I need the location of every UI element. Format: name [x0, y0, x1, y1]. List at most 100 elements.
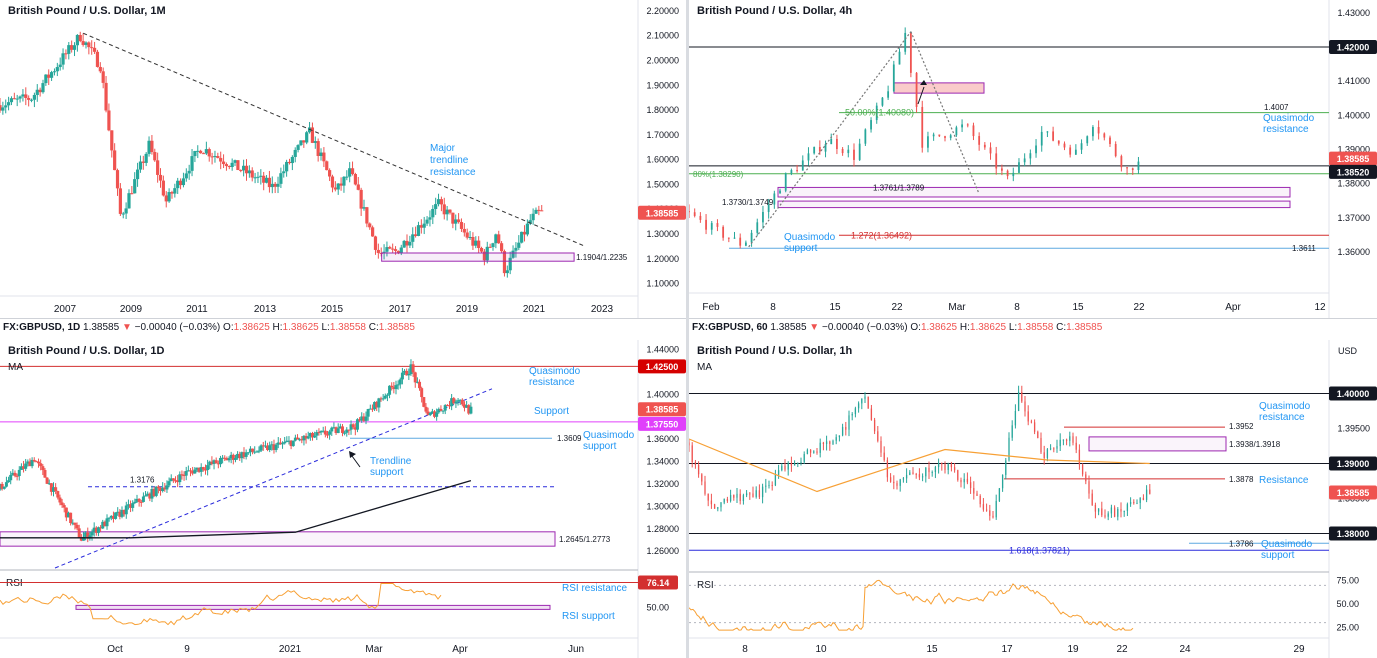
candle-body [838, 435, 841, 438]
candle-body [1074, 149, 1077, 155]
low-value: 1.38558 [1017, 322, 1054, 333]
candle-body [867, 396, 869, 409]
candle-body [154, 486, 158, 496]
candle-body [261, 445, 265, 447]
candle-body [38, 89, 42, 93]
candle-body [1040, 131, 1043, 146]
candle-body [1063, 143, 1066, 148]
candle-body [408, 241, 412, 246]
candle-body [359, 189, 363, 209]
candle-body [334, 427, 338, 434]
candle-body [310, 127, 315, 143]
candle-body [385, 394, 389, 396]
candle-body [957, 470, 959, 480]
candle-body [54, 487, 58, 492]
candle-body [90, 531, 94, 536]
candle-body [1126, 167, 1128, 169]
low-label: L: [321, 322, 330, 333]
candle-body [488, 246, 492, 248]
candle-body [836, 138, 838, 150]
y-axis-tick-label: 1.80000 [646, 105, 679, 115]
candle-body [722, 226, 725, 238]
candle-body [995, 153, 998, 169]
candle-body [32, 94, 36, 100]
candle-body [966, 478, 969, 483]
candle-body [1114, 143, 1117, 157]
candle-body [462, 404, 466, 408]
y-axis-tick-label: 1.38000 [1337, 179, 1370, 189]
chart-panel-monthly[interactable]: 1.1904/1.2235 Major trendline resistance 2.2… [0, 0, 686, 318]
last-price-tag: 1.38585 [646, 208, 679, 218]
candle-body [857, 403, 860, 409]
y-axis-tick-label: 1.70000 [646, 130, 679, 140]
candle-body [229, 454, 233, 459]
chart-canvas-hourly[interactable]: MAUSD1.3952Quasimodoresistance1.3938/1.3… [689, 340, 1377, 658]
candle-body [13, 472, 17, 476]
candle-body [278, 442, 282, 444]
candle-body [768, 484, 770, 486]
candle-body [182, 475, 186, 477]
candle-body [131, 503, 135, 508]
x-axis-tick-label: 2013 [254, 304, 277, 315]
candle-body [966, 124, 969, 126]
close-value: 1.38585 [1066, 322, 1103, 333]
candle-body [19, 466, 23, 470]
candle-body [899, 479, 901, 486]
candle-body [1018, 162, 1020, 173]
chart-canvas-4h[interactable]: 50.00%(1.40080) 80%(1.38290) 1.272(1.36492… [689, 0, 1377, 318]
candle-body [110, 130, 114, 151]
quasimodo-resistance-label: Quasimodo [1259, 401, 1311, 412]
candle-body [1078, 449, 1081, 465]
candle-body [17, 469, 21, 477]
candle-body [328, 170, 332, 177]
candle-body [81, 536, 85, 541]
candle-body [442, 204, 446, 215]
candle-body [995, 500, 997, 518]
candle-body [285, 440, 289, 442]
y-axis-tick-label: 1.20000 [646, 254, 679, 264]
candle-body [707, 493, 709, 501]
x-axis-tick-label: 8 [770, 302, 776, 313]
candle-body [419, 225, 423, 228]
candle-body [247, 170, 251, 174]
x-axis-tick-label: 8 [1014, 302, 1020, 313]
candle-body [167, 481, 171, 486]
candle-body [56, 491, 60, 498]
candle-body [18, 96, 22, 99]
candle-body [1117, 509, 1119, 517]
candle-body [248, 448, 252, 453]
last-price-tag-bg [638, 205, 686, 220]
candle-body [379, 398, 383, 400]
candle-body [689, 442, 690, 446]
candle-body [1126, 504, 1129, 511]
candle-body [71, 522, 75, 524]
y-axis-tick-label: 1.37000 [1337, 213, 1370, 223]
candle-body [418, 381, 422, 389]
high-value: 1.38625 [282, 322, 319, 333]
x-axis-tick-label: 22 [891, 302, 903, 313]
candle-body [978, 136, 981, 145]
support-label: Support [534, 406, 569, 417]
candle-body [733, 495, 735, 498]
candle-body [413, 372, 417, 383]
candle-body [755, 490, 757, 497]
candle-body [345, 429, 349, 433]
candle-body [835, 437, 837, 441]
candle-body [349, 424, 353, 430]
chart-panel-4h[interactable]: 50.00%(1.40080) 80%(1.38290) 1.272(1.36492… [689, 0, 1377, 318]
arrow-icon [920, 80, 927, 85]
candle-body [340, 426, 344, 433]
candle-body [983, 144, 986, 148]
fib-retracement-trendline [748, 31, 912, 248]
candle-body [383, 395, 387, 399]
candle-body [1104, 515, 1106, 517]
candle-body [816, 451, 818, 453]
resistance-price-tag: 1.42500 [646, 362, 679, 372]
candle-body [1065, 439, 1068, 441]
chart-panel-daily[interactable]: MA Quasimodo resistance Support 1.3609 Quasim… [0, 340, 686, 658]
candle-body [325, 161, 329, 171]
candle-body [126, 504, 130, 506]
chart-panel-hourly[interactable]: MA USD 1.3952 Quasimodo resistance 1.3938/1.3… [689, 340, 1377, 658]
